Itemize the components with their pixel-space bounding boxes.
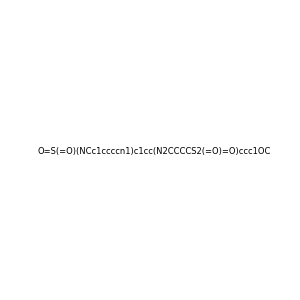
Text: O=S(=O)(NCc1ccccn1)c1cc(N2CCCCS2(=O)=O)ccc1OC: O=S(=O)(NCc1ccccn1)c1cc(N2CCCCS2(=O)=O)c… (37, 147, 270, 156)
